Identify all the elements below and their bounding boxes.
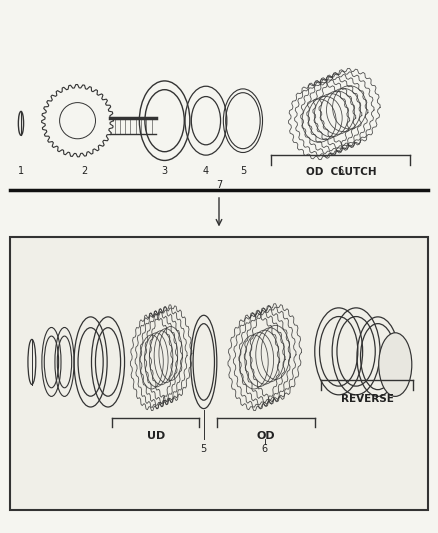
Ellipse shape — [379, 333, 412, 397]
Text: 6: 6 — [338, 166, 344, 176]
Text: 5: 5 — [201, 444, 207, 454]
Text: OD: OD — [257, 431, 275, 441]
Text: 5: 5 — [240, 166, 246, 176]
Text: 1: 1 — [18, 166, 24, 176]
Text: 7: 7 — [216, 180, 222, 190]
Text: OD  CLUTCH: OD CLUTCH — [306, 167, 376, 177]
Text: 2: 2 — [81, 166, 87, 176]
Text: REVERSE: REVERSE — [340, 394, 393, 404]
Text: UD: UD — [147, 431, 165, 441]
FancyBboxPatch shape — [10, 237, 428, 511]
Text: 6: 6 — [261, 444, 268, 454]
Text: 4: 4 — [203, 166, 209, 176]
Text: 3: 3 — [162, 166, 168, 176]
